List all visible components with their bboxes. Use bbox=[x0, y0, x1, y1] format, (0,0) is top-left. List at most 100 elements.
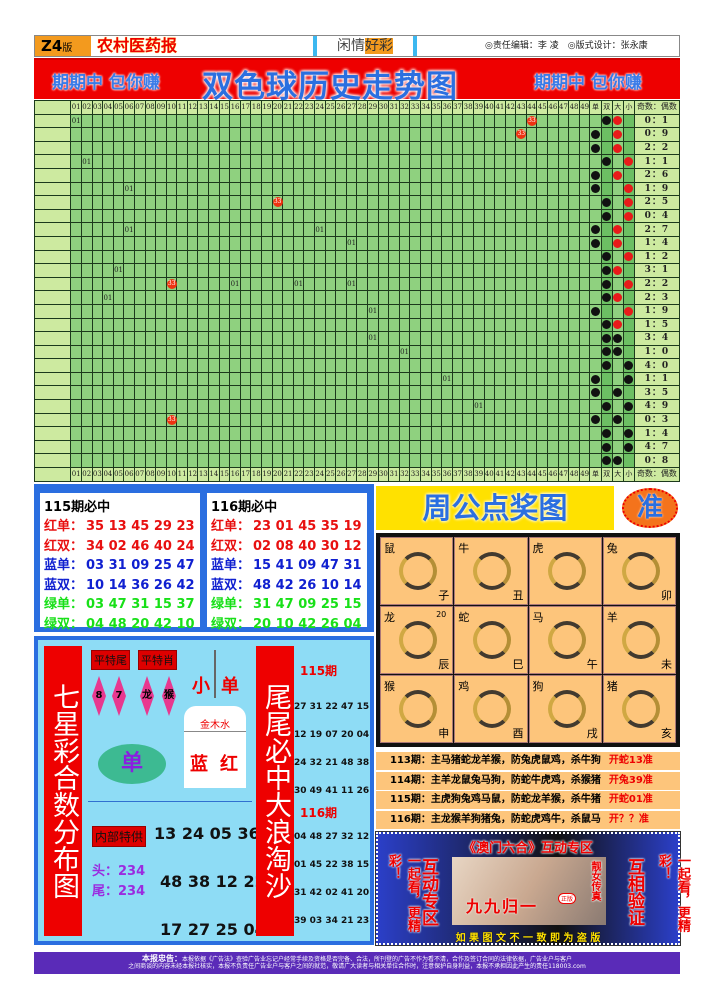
odd-oval: 单 bbox=[98, 744, 166, 784]
grid-cell bbox=[186, 127, 199, 142]
grid-cell bbox=[186, 331, 199, 346]
grid-cell bbox=[504, 290, 517, 305]
grid-cell bbox=[398, 439, 411, 455]
zodiac-animal-icon bbox=[547, 690, 586, 728]
small-cell bbox=[622, 344, 635, 360]
column-header: 37 bbox=[451, 100, 464, 115]
column-header: 35 bbox=[430, 467, 443, 482]
grid-cell bbox=[525, 426, 538, 441]
grid-cell bbox=[271, 167, 284, 183]
grid-cell bbox=[356, 167, 368, 183]
grid-cell bbox=[483, 290, 496, 305]
grid-cell bbox=[525, 303, 538, 319]
grid-cell bbox=[483, 140, 496, 156]
grid-cell bbox=[186, 399, 199, 414]
grid-cell bbox=[345, 113, 358, 129]
prediction-numbers: 15 41 09 47 31 bbox=[253, 558, 362, 573]
grid-cell bbox=[250, 439, 263, 455]
grid-cell bbox=[91, 249, 104, 265]
grid-cell bbox=[303, 181, 315, 197]
zodiac-history-line: 114期：主羊龙鼠兔马狗，防蛇牛虎鸡，杀猴猪 开兔39准 bbox=[376, 771, 680, 790]
grid-cell bbox=[314, 276, 326, 292]
grid-cell bbox=[568, 317, 580, 333]
grid-cell bbox=[218, 439, 231, 455]
grid-cell bbox=[356, 208, 368, 224]
grid-cell bbox=[314, 344, 326, 360]
grid-cell bbox=[515, 303, 527, 319]
column-header: 03 bbox=[91, 467, 104, 482]
odd-cell bbox=[589, 344, 602, 360]
grid-cell bbox=[557, 113, 570, 129]
column-header: 42 bbox=[504, 467, 517, 482]
grid-cell bbox=[494, 140, 506, 156]
grid-cell bbox=[335, 140, 347, 156]
grid-cell bbox=[165, 303, 178, 319]
column-header: 09 bbox=[155, 100, 167, 115]
column-header: 27 bbox=[345, 100, 358, 115]
label-cell bbox=[33, 154, 72, 169]
grid-cell bbox=[133, 371, 146, 387]
grid-cell bbox=[303, 399, 315, 414]
grid-cell bbox=[91, 317, 104, 333]
grid-cell bbox=[377, 385, 390, 401]
label-cell bbox=[33, 453, 72, 469]
grid-cell bbox=[133, 439, 146, 455]
grid-cell bbox=[388, 331, 400, 346]
grid-cell bbox=[388, 453, 400, 469]
grid-cell bbox=[314, 439, 326, 455]
grid-cell bbox=[155, 412, 167, 428]
black-dot-icon bbox=[602, 442, 612, 452]
grid-cell bbox=[578, 276, 591, 292]
photo-badge: 正版 bbox=[558, 893, 577, 904]
grid-cell bbox=[229, 263, 241, 278]
grid-cell bbox=[557, 439, 570, 455]
grid-cell bbox=[367, 358, 379, 373]
grid-cell bbox=[80, 385, 93, 401]
grid-cell bbox=[430, 140, 443, 156]
odd-cell bbox=[589, 317, 602, 333]
grid-cell bbox=[504, 439, 517, 455]
label-cell bbox=[33, 371, 72, 387]
grid-cell bbox=[165, 195, 178, 210]
grid-cell bbox=[239, 358, 252, 373]
grid-cell bbox=[102, 195, 114, 210]
grid-cell bbox=[451, 358, 464, 373]
black-dot-icon bbox=[602, 279, 612, 289]
grid-cell bbox=[345, 222, 358, 237]
grid-cell bbox=[568, 235, 580, 251]
grid-cell bbox=[515, 453, 527, 469]
grid-cell bbox=[250, 249, 263, 265]
grid-cell bbox=[430, 331, 443, 346]
grid-cell bbox=[494, 113, 506, 129]
column-header: 25 bbox=[324, 467, 337, 482]
grid-cell bbox=[70, 317, 82, 333]
grid-cell bbox=[430, 358, 443, 373]
prediction-numbers: 03 31 09 25 47 bbox=[86, 558, 195, 573]
grid-cell bbox=[133, 222, 146, 237]
grid-cell bbox=[208, 208, 220, 224]
grid-cell bbox=[578, 385, 591, 401]
column-header: 17 bbox=[239, 100, 252, 115]
grid-cell bbox=[419, 154, 432, 169]
grid-cell bbox=[91, 263, 104, 278]
tail-diamond: 7 bbox=[112, 676, 126, 716]
grid-cell bbox=[472, 181, 485, 197]
grid-cell bbox=[472, 154, 485, 169]
big-cell bbox=[611, 344, 624, 360]
history-text: 115期：主虎狗兔鸡马鼠，防蛇龙羊猴，杀牛猪 bbox=[390, 794, 601, 805]
grid-cell bbox=[292, 249, 305, 265]
grid-cell bbox=[578, 399, 591, 414]
prediction-numbers: 20 10 42 26 04 bbox=[253, 616, 362, 632]
prediction-line: 绿单： 31 47 09 25 15 bbox=[211, 595, 363, 615]
grid-cell bbox=[451, 290, 464, 305]
grid-cell bbox=[80, 303, 93, 319]
grid-cell bbox=[398, 303, 411, 319]
grid-cell bbox=[398, 317, 411, 333]
grid-cell bbox=[271, 358, 284, 373]
grid-cell bbox=[398, 331, 411, 346]
grid-cell bbox=[462, 154, 474, 169]
column-header: 10 bbox=[165, 100, 178, 115]
grid-cell bbox=[547, 303, 559, 319]
grid-cell bbox=[356, 222, 368, 237]
ratio-cell: 3：1 bbox=[633, 263, 681, 278]
